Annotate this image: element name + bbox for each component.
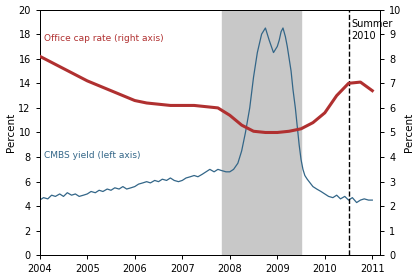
Y-axis label: Percent: Percent bbox=[404, 113, 415, 152]
Text: Summer
2010: Summer 2010 bbox=[351, 19, 392, 41]
Text: CMBS yield (left axis): CMBS yield (left axis) bbox=[45, 151, 141, 160]
Bar bbox=[222, 10, 301, 255]
Y-axis label: Percent: Percent bbox=[5, 113, 16, 152]
Text: Office cap rate (right axis): Office cap rate (right axis) bbox=[45, 34, 164, 43]
